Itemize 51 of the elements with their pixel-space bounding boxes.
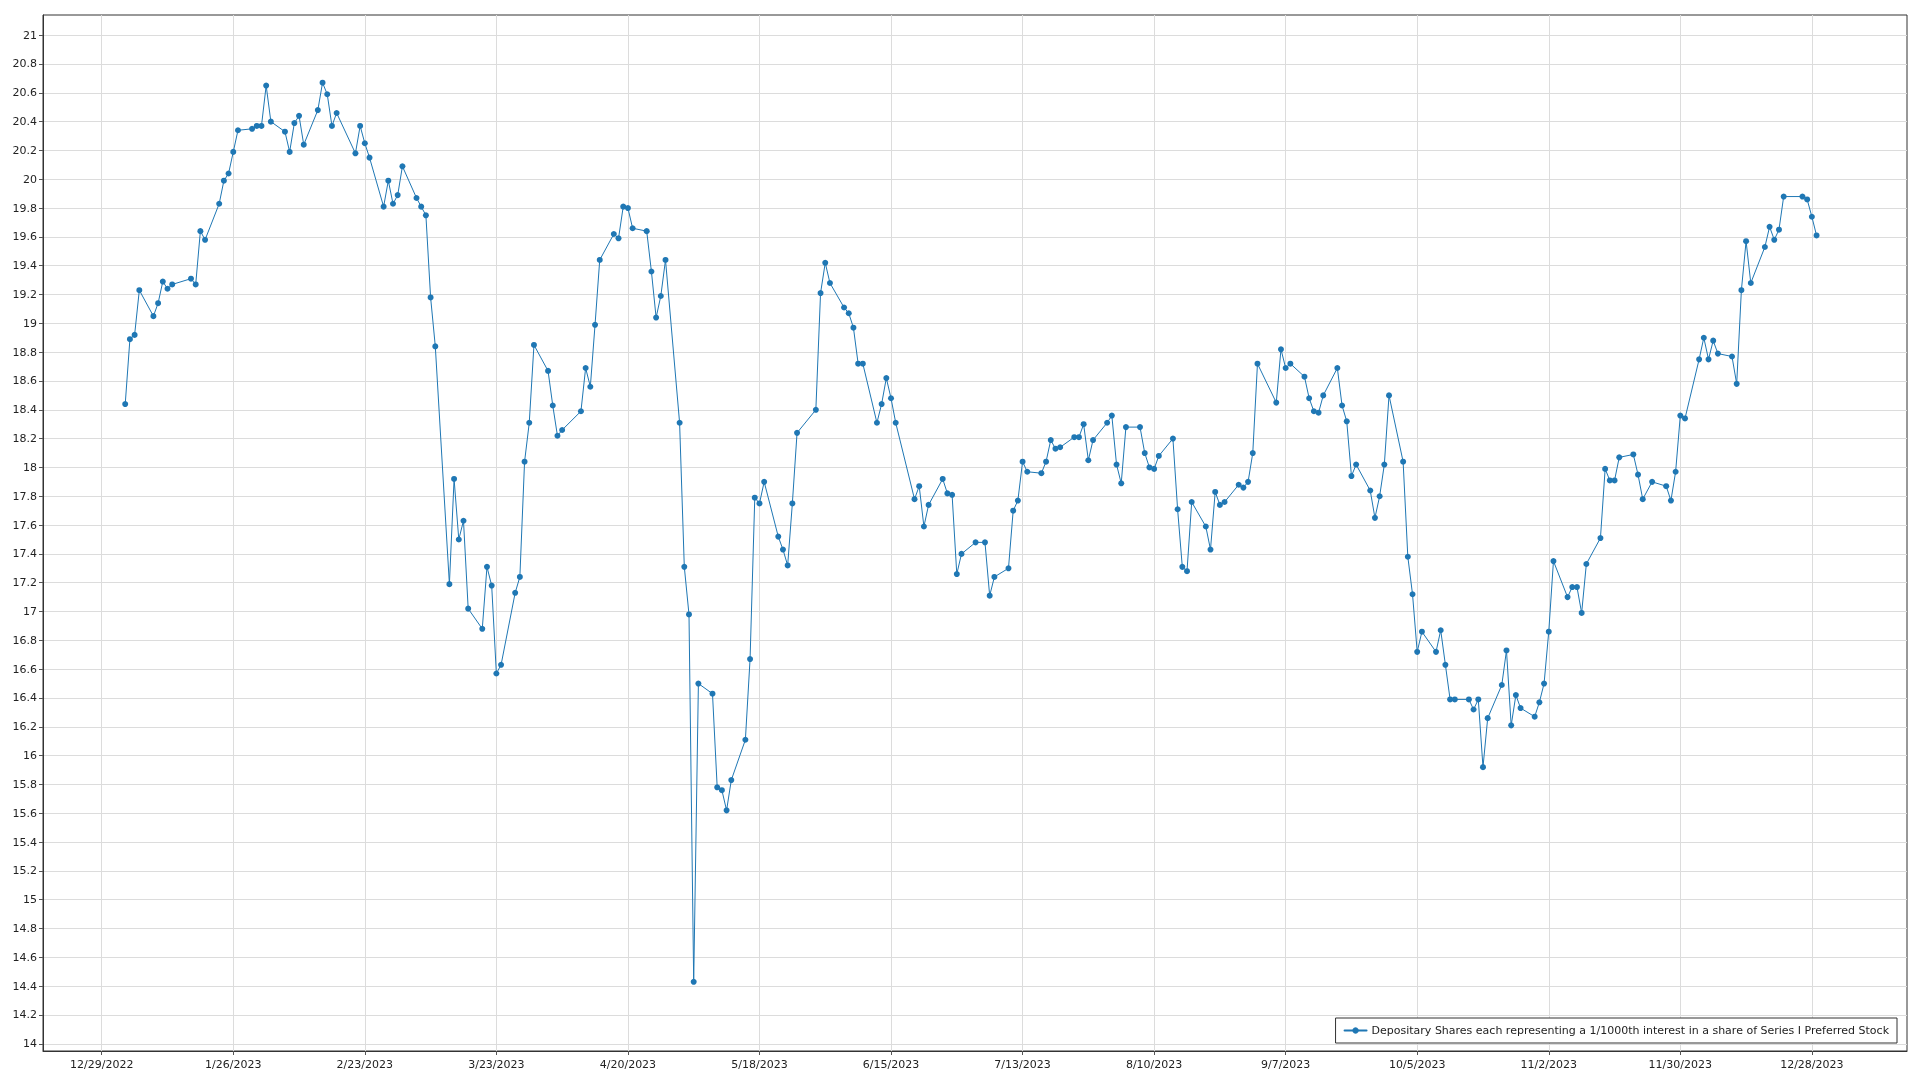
y-tick-label: 17.6 <box>12 518 37 532</box>
y-tick-label: 20.6 <box>12 86 37 100</box>
y-tick-label: 20.8 <box>12 57 37 71</box>
y-tick-label: 14.2 <box>12 1008 37 1022</box>
x-tick-label: 12/29/2022 <box>70 1058 134 1071</box>
x-tick-label: 7/13/2023 <box>994 1058 1051 1071</box>
x-tick-label: 6/15/2023 <box>862 1058 920 1071</box>
y-tick-label: 21 <box>23 28 37 42</box>
x-tick-label: 8/10/2023 <box>1125 1058 1183 1071</box>
y-tick-label: 15 <box>23 893 37 907</box>
y-tick-label: 18.4 <box>12 403 37 417</box>
y-tick-label: 19.4 <box>12 259 37 273</box>
y-tick-label: 18.8 <box>12 345 37 359</box>
x-tick-label: 1/26/2023 <box>205 1058 262 1071</box>
y-tick-label: 19 <box>23 316 37 330</box>
y-tick-label: 20 <box>23 172 37 186</box>
y-tick-label: 14.6 <box>12 950 37 964</box>
x-tick-label: 5/18/2023 <box>731 1058 788 1071</box>
y-tick-label: 19.8 <box>12 201 37 215</box>
y-tick-label: 16.6 <box>12 662 37 676</box>
x-tick-label: 10/5/2023 <box>1389 1058 1446 1071</box>
y-tick-label: 14.4 <box>12 979 37 993</box>
y-tick-label: 14 <box>23 1037 37 1051</box>
y-tick-label: 16 <box>23 749 37 763</box>
y-tick-label: 16.8 <box>12 633 37 647</box>
y-tick-label: 15.4 <box>12 835 37 849</box>
y-tick-label: 18 <box>23 460 37 474</box>
y-tick-label: 16.4 <box>12 691 37 705</box>
x-tick-label: 11/30/2023 <box>1648 1058 1713 1071</box>
y-tick-label: 18.2 <box>12 432 37 446</box>
y-tick-label: 14.8 <box>12 922 37 936</box>
y-tick-label: 16.2 <box>12 720 37 734</box>
y-tick-label: 17.2 <box>12 576 37 590</box>
y-tick-label: 19.6 <box>12 230 37 244</box>
y-tick-label: 15.8 <box>12 777 37 791</box>
legend-label: Depositary Shares each representing a 1/1000th interest in a share of Series I Preferred Stock <box>1371 1024 1890 1037</box>
y-tick-label: 19.2 <box>12 288 37 302</box>
x-tick-label: 11/2/2023 <box>1520 1058 1577 1071</box>
y-tick-label: 17.8 <box>12 489 37 503</box>
x-tick-label: 12/28/2023 <box>1780 1058 1844 1071</box>
y-tick-label: 15.6 <box>12 806 37 820</box>
y-tick-label: 20.4 <box>12 115 37 129</box>
x-tick-label: 3/23/2023 <box>468 1058 525 1071</box>
x-tick-label: 2/23/2023 <box>336 1058 394 1071</box>
y-tick-label: 17 <box>23 605 37 619</box>
y-tick-label: 18.6 <box>12 374 37 388</box>
y-tick-label: 15.2 <box>12 864 37 878</box>
y-tick-label: 17.4 <box>12 547 37 561</box>
x-tick-label: 4/20/2023 <box>599 1058 657 1071</box>
y-tick-label: 20.2 <box>12 143 37 157</box>
x-tick-label: 9/7/2023 <box>1260 1058 1311 1071</box>
